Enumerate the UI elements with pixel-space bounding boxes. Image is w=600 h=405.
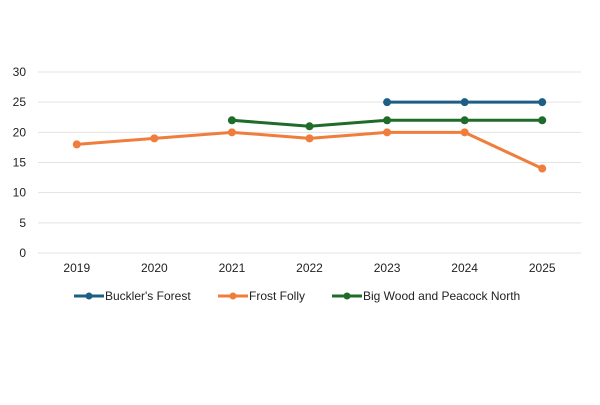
legend: Buckler's Forest Frost Folly Big Wood and …	[74, 289, 520, 303]
data-point-marker	[305, 122, 314, 131]
series-big-wood-and-peacock-north	[227, 116, 547, 131]
legend-item: Big Wood and Peacock North	[332, 289, 520, 303]
x-tick-label: 2021	[219, 261, 246, 275]
y-tick-label: 5	[19, 216, 26, 230]
data-point-marker	[72, 140, 81, 149]
series-frost-folly	[72, 128, 547, 173]
gridlines	[38, 71, 581, 254]
series-lines	[72, 98, 547, 173]
data-point-marker	[460, 128, 469, 137]
x-tick-label: 2024	[451, 261, 478, 275]
legend-marker-icon	[343, 292, 351, 300]
data-point-marker	[460, 116, 469, 125]
legend-label: Frost Folly	[249, 289, 305, 303]
data-point-marker	[460, 98, 469, 107]
series-buckler-s-forest	[383, 98, 547, 107]
data-point-marker	[227, 116, 236, 125]
y-tick-label: 15	[13, 156, 27, 170]
data-point-marker	[383, 116, 392, 125]
y-tick-label: 30	[13, 65, 27, 79]
x-tick-label: 2023	[374, 261, 401, 275]
x-tick-label: 2022	[296, 261, 323, 275]
data-point-marker	[538, 116, 547, 125]
x-tick-label: 2020	[141, 261, 168, 275]
y-axis: 0 5 10 15 20 25 30	[13, 65, 27, 260]
y-tick-label: 25	[13, 95, 27, 109]
legend-marker-icon	[229, 292, 237, 300]
legend-item: Frost Folly	[218, 289, 305, 303]
y-tick-label: 0	[19, 246, 26, 260]
data-point-marker	[383, 98, 392, 107]
data-point-marker	[538, 98, 547, 107]
x-tick-label: 2019	[63, 261, 90, 275]
legend-label: Buckler's Forest	[105, 289, 191, 303]
y-tick-label: 20	[13, 125, 27, 139]
data-point-marker	[538, 164, 547, 173]
x-tick-label: 2025	[529, 261, 556, 275]
legend-marker-icon	[85, 292, 93, 300]
x-axis: 2019 2020 2021 2022 2023 2024 2025	[63, 261, 555, 275]
data-point-marker	[305, 134, 314, 143]
data-point-marker	[150, 134, 159, 143]
data-point-marker	[383, 128, 392, 137]
legend-item: Buckler's Forest	[74, 289, 191, 303]
legend-label: Big Wood and Peacock North	[363, 289, 520, 303]
y-tick-label: 10	[13, 186, 27, 200]
data-point-marker	[227, 128, 236, 137]
